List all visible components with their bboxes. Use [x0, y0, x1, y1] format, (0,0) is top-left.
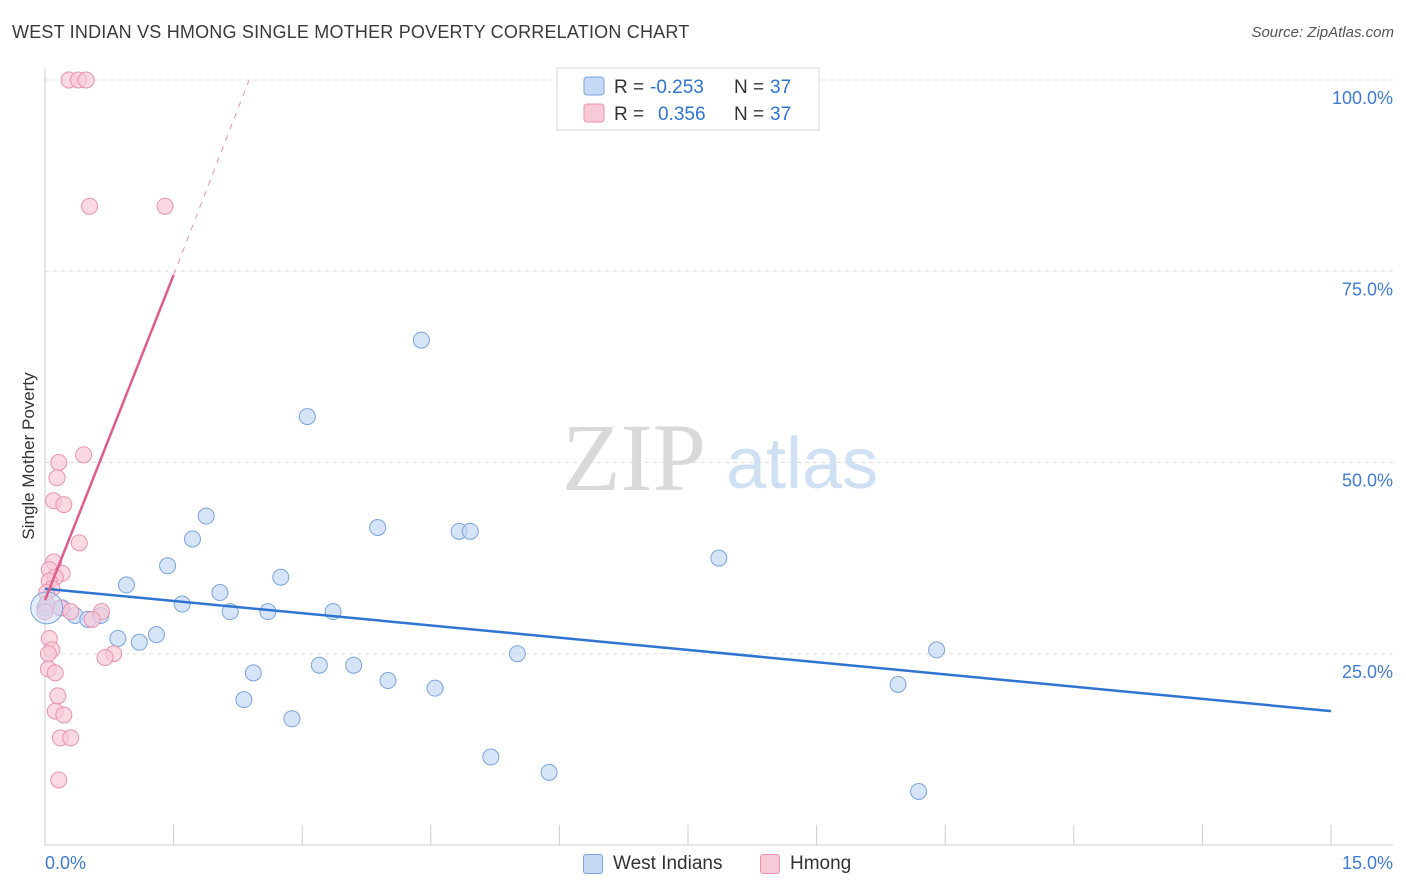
legend-n-value-blue: 37: [770, 77, 791, 98]
hmong-point-2: [77, 71, 95, 89]
watermark: ZIP atlas: [562, 404, 878, 511]
legend-r-value-pink: 0.356: [658, 104, 706, 125]
legend-swatch-hmong: [760, 854, 780, 874]
legend-n-label-blue: N =: [734, 77, 764, 98]
west-indians-cluster-point: [30, 591, 64, 625]
hmong-trend-extension: [173, 79, 250, 276]
west-indians-point-29: [461, 522, 479, 540]
hmong-point-34: [50, 771, 68, 789]
x-tick-label-0: 0.0%: [45, 853, 86, 873]
hmong-point-5: [75, 446, 93, 464]
hmong-point-9: [55, 496, 73, 514]
legend-r-label-pink: R =: [614, 104, 644, 125]
west-indians-point-18: [272, 568, 290, 586]
hmong-point-26: [96, 649, 114, 667]
y-tick-label-3: 25.0%: [1342, 662, 1393, 682]
legend-swatch-pink: [583, 103, 605, 123]
legend-item-west-indians[interactable]: West Indians: [583, 852, 722, 876]
west-indians-point-26: [412, 331, 430, 349]
west-indians-point-30: [482, 748, 500, 766]
legend-label-west-indians: West Indians: [613, 853, 723, 874]
y-tick-label-0: 100.0%: [1332, 88, 1393, 108]
y-tick-label-2: 50.0%: [1342, 471, 1393, 491]
west-indians-point-5: [109, 629, 127, 647]
hmong-point-19: [62, 603, 80, 621]
legend-swatch-west-indians: [583, 854, 603, 874]
west-indians-point-24: [369, 519, 387, 537]
hmong-point-4: [156, 197, 174, 215]
hmong-point-28: [46, 664, 64, 682]
data-points: [30, 71, 946, 800]
west-indians-point-16: [235, 691, 253, 709]
hmong-point-7: [48, 469, 66, 487]
west-indians-point-31: [508, 645, 526, 663]
west-indians-point-10: [173, 595, 191, 613]
west-indians-trend-line: [44, 587, 1332, 713]
legend-n-value-pink: 37: [770, 104, 791, 125]
west-indians-point-11: [183, 530, 201, 548]
hmong-point-33: [62, 729, 80, 747]
watermark-zip: ZIP: [562, 404, 706, 511]
west-indians-point-6: [117, 576, 135, 594]
hmong-point-21: [83, 610, 101, 628]
west-indians-point-33: [710, 549, 728, 567]
west-indians-point-8: [147, 626, 165, 644]
hmong-point-31: [55, 706, 73, 724]
west-indians-point-9: [159, 557, 177, 575]
watermark-atlas: atlas: [726, 424, 878, 504]
y-tick-labels: 100.0% 75.0% 50.0% 25.0%: [1332, 88, 1393, 682]
hmong-point-29: [49, 687, 67, 705]
hmong-point-6: [50, 454, 68, 471]
legend-r-label-blue: R =: [614, 77, 644, 98]
west-indians-point-15: [244, 664, 262, 682]
legend-swatch-blue: [583, 76, 605, 96]
legend-n-label-pink: N =: [734, 104, 764, 125]
grid-lines: [45, 79, 1393, 655]
trend-lines: [43, 79, 1332, 713]
x-tick-labels: 0.0% 15.0%: [45, 853, 1393, 873]
west-indians-point-13: [211, 584, 229, 602]
west-indians-point-23: [345, 656, 363, 674]
hmong-point-3: [81, 197, 99, 215]
west-indians-point-7: [130, 633, 148, 651]
west-indians-point-20: [298, 408, 316, 426]
west-indians-point-25: [379, 672, 397, 690]
legend-box: R = -0.253 N = 37 R = 0.356 N = 37: [556, 67, 820, 131]
west-indians-point-19: [283, 710, 301, 728]
hmong-point-10: [70, 534, 88, 552]
legend-item-hmong[interactable]: Hmong: [760, 852, 851, 876]
legend-label-hmong: Hmong: [790, 853, 852, 874]
x-tick-label-1: 15.0%: [1342, 853, 1393, 873]
axes: [44, 68, 1393, 846]
west-indians-point-27: [426, 679, 444, 697]
west-indians-point-36: [910, 782, 928, 800]
chart-title: WEST INDIAN VS HMONG SINGLE MOTHER POVER…: [12, 22, 690, 42]
west-indians-point-32: [540, 763, 558, 781]
source-label: Source: ZipAtlas.com: [1251, 24, 1394, 41]
west-indians-point-12: [197, 507, 215, 525]
legend-r-value-blue: -0.253: [650, 77, 704, 98]
west-indians-point-21: [310, 656, 328, 674]
hmong-point-24: [39, 645, 57, 663]
legend-bottom: West Indians Hmong: [0, 852, 1406, 876]
hmong-trend-line: [43, 274, 175, 601]
y-tick-label-1: 75.0%: [1342, 279, 1393, 299]
west-indians-point-35: [928, 641, 946, 659]
west-indians-point-34: [889, 675, 907, 693]
